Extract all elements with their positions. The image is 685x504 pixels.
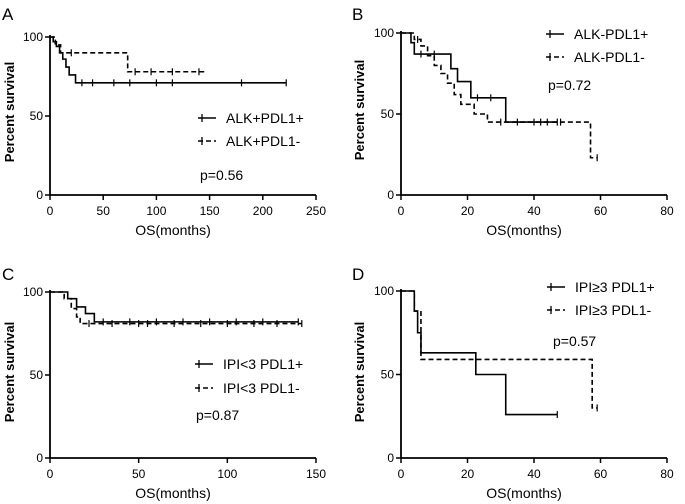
x-tick-label: 60 [594, 467, 608, 481]
x-tick-label: 200 [253, 204, 273, 218]
y-tick-label: 50 [381, 107, 395, 121]
legend-entry: IPI≥3 PDL1+ [547, 279, 655, 295]
y-tick-label: 0 [387, 188, 394, 202]
x-tick-label: 0 [398, 204, 405, 218]
x-tick-label: 80 [660, 467, 674, 481]
y-axis-title: Percent survival [2, 62, 17, 162]
panel-a: A 0 50 100 150 200 250 0 50 100 OS(months) Percent … [2, 5, 326, 238]
y-tick-label: 50 [381, 368, 395, 382]
legend-entry: ALK-PDL1+ [546, 26, 648, 42]
x-tick-label: 20 [461, 204, 475, 218]
legend-entry: ALK-PDL1- [546, 49, 645, 65]
y-axis-title: Percent survival [352, 60, 367, 160]
legend-entry: IPI<3 PDL1- [195, 380, 300, 396]
survival-curve-pdl1-positive [401, 32, 558, 123]
panel-label: D [352, 265, 364, 284]
legend-label: ALK+PDL1- [226, 133, 301, 149]
x-tick-label: 50 [97, 204, 111, 218]
survival-curve-pdl1-negative [401, 32, 598, 159]
panel-label: B [352, 5, 363, 24]
y-tick-label: 0 [387, 451, 394, 465]
y-tick-label: 0 [36, 451, 43, 465]
survival-curve-pdl1-negative [50, 291, 302, 325]
x-tick-label: 60 [594, 204, 608, 218]
x-tick-label: 100 [217, 467, 237, 481]
y-tick-label: 0 [36, 188, 43, 202]
p-value: p=0.56 [200, 167, 243, 183]
legend-label: ALK-PDL1- [574, 49, 645, 65]
y-axis-title: Percent survival [2, 322, 17, 422]
legend-entry: IPI<3 PDL1+ [195, 356, 303, 372]
y-tick-label: 100 [374, 26, 394, 40]
y-axis-title: Percent survival [352, 322, 367, 422]
x-axis-title: OS(months) [486, 222, 561, 238]
x-tick-label: 150 [306, 467, 326, 481]
survival-curve-pdl1-negative [50, 36, 205, 73]
y-tick-label: 50 [30, 368, 44, 382]
y-tick-label: 100 [23, 285, 43, 299]
x-tick-label: 80 [660, 204, 674, 218]
survival-curve-pdl1-negative [401, 290, 598, 409]
p-value: p=0.87 [196, 407, 239, 423]
panel-b: B 0 20 40 60 80 0 50 100 OS(months) Percent surviv… [352, 5, 674, 238]
legend-label: IPI<3 PDL1+ [223, 356, 303, 372]
x-tick-label: 50 [132, 467, 146, 481]
x-tick-label: 0 [47, 204, 54, 218]
x-tick-label: 40 [527, 204, 541, 218]
x-tick-label: 150 [200, 204, 220, 218]
x-tick-label: 100 [146, 204, 166, 218]
legend-entry: ALK+PDL1+ [198, 110, 304, 126]
legend-label: IPI<3 PDL1- [223, 380, 300, 396]
legend-entry: IPI≥3 PDL1- [547, 302, 651, 318]
x-tick-label: 40 [527, 467, 541, 481]
x-axis-title: OS(months) [135, 485, 210, 501]
survival-curve-pdl1-positive [50, 291, 299, 323]
survival-curve-pdl1-positive [401, 290, 558, 416]
x-axis-title: OS(months) [135, 222, 210, 238]
legend-label: ALK-PDL1+ [574, 26, 648, 42]
survival-curve-pdl1-positive [50, 36, 287, 84]
panel-label: C [2, 265, 14, 284]
y-tick-label: 50 [30, 109, 44, 123]
y-tick-label: 100 [374, 284, 394, 298]
p-value: p=0.57 [553, 333, 596, 349]
x-tick-label: 20 [461, 467, 475, 481]
legend-label: IPI≥3 PDL1- [575, 302, 651, 318]
legend-label: IPI≥3 PDL1+ [575, 279, 655, 295]
x-tick-label: 250 [306, 204, 326, 218]
x-tick-label: 0 [47, 467, 54, 481]
panel-d: D 0 20 40 60 80 0 50 100 OS(months) Percent surviv… [352, 265, 674, 501]
legend-label: ALK+PDL1+ [226, 110, 304, 126]
panel-label: A [2, 5, 14, 24]
x-axis-title: OS(months) [486, 485, 561, 501]
y-tick-label: 100 [23, 30, 43, 44]
legend-entry: ALK+PDL1- [198, 133, 301, 149]
panel-c: C 0 50 100 150 0 50 100 OS(months) Percent surviv… [2, 265, 326, 501]
p-value: p=0.72 [548, 77, 591, 93]
x-tick-label: 0 [398, 467, 405, 481]
